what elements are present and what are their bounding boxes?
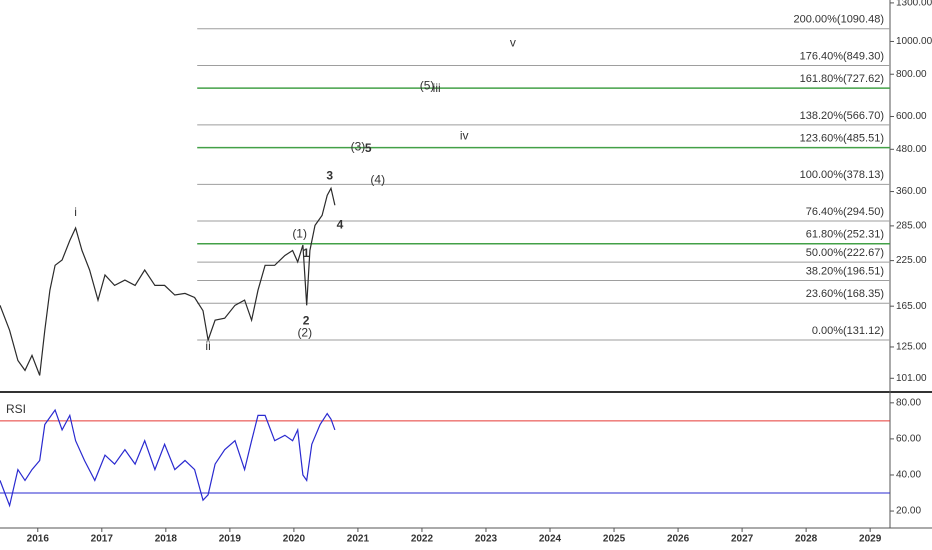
y-tick-label: 225.00 — [896, 255, 927, 266]
fib-label: 38.20%(196.51) — [806, 265, 884, 277]
wave-label: (1) — [292, 227, 307, 241]
wave-label: (3) — [351, 140, 366, 154]
y-tick-label: 20.00 — [896, 506, 921, 517]
wave-label: 3 — [326, 169, 333, 183]
fib-label: 23.60%(168.35) — [806, 288, 884, 300]
x-tick-label: 2027 — [731, 534, 754, 545]
y-tick-label: 165.00 — [896, 301, 927, 312]
fib-label: 161.80%(727.62) — [800, 73, 884, 85]
wave-label: 2 — [303, 313, 310, 327]
x-tick-label: 2017 — [91, 534, 114, 545]
x-tick-label: 2019 — [219, 534, 242, 545]
y-tick-label: 600.00 — [896, 111, 927, 122]
y-tick-label: 125.00 — [896, 342, 927, 353]
y-tick-label: 360.00 — [896, 186, 927, 197]
wave-label: (4) — [370, 173, 385, 187]
y-tick-label: 40.00 — [896, 470, 921, 481]
wave-label: (5) — [420, 78, 435, 92]
series-line — [0, 186, 336, 376]
wave-label: (2) — [297, 326, 312, 340]
fib-label: 138.20%(566.70) — [800, 110, 884, 122]
wave-label: v — [510, 35, 516, 49]
fib-label: 176.40%(849.30) — [800, 50, 884, 62]
fib-label: 200.00%(1090.48) — [793, 14, 884, 26]
fib-label: 100.00%(378.13) — [800, 169, 884, 181]
y-tick-label: 800.00 — [896, 69, 927, 80]
fib-label: 61.80%(252.31) — [806, 229, 884, 241]
x-tick-label: 2016 — [27, 534, 50, 545]
fib-label: 50.00%(222.67) — [806, 247, 884, 259]
wave-label: 5 — [365, 141, 372, 155]
wave-label: 1 — [303, 246, 310, 260]
wave-label: ii — [205, 339, 210, 353]
x-tick-label: 2018 — [155, 534, 178, 545]
fib-label: 123.60%(485.51) — [800, 133, 884, 145]
y-tick-label: 1000.00 — [896, 36, 932, 47]
wave-label: i — [74, 205, 77, 219]
y-tick-label: 480.00 — [896, 144, 927, 155]
y-tick-label: 285.00 — [896, 221, 927, 232]
y-tick-label: 80.00 — [896, 397, 921, 408]
x-tick-label: 2021 — [347, 534, 370, 545]
wave-label: iv — [460, 128, 469, 142]
wave-label: iii — [433, 81, 441, 95]
x-tick-label: 2022 — [411, 534, 434, 545]
x-tick-label: 2024 — [539, 534, 562, 545]
x-tick-label: 2023 — [475, 534, 498, 545]
fib-label: 76.40%(294.50) — [806, 206, 884, 218]
y-tick-label: 101.00 — [896, 373, 927, 384]
fib-label: 0.00%(131.12) — [812, 325, 884, 337]
x-tick-label: 2020 — [283, 534, 306, 545]
rsi-title: RSI — [6, 402, 26, 416]
series-line — [0, 408, 336, 508]
x-tick-label: 2028 — [795, 534, 818, 545]
x-tick-label: 2025 — [603, 534, 626, 545]
y-tick-label: 1300.00 — [896, 0, 932, 9]
y-tick-label: 60.00 — [896, 434, 921, 445]
x-tick-label: 2029 — [859, 534, 882, 545]
wave-label: 4 — [337, 218, 344, 232]
x-tick-label: 2026 — [667, 534, 690, 545]
